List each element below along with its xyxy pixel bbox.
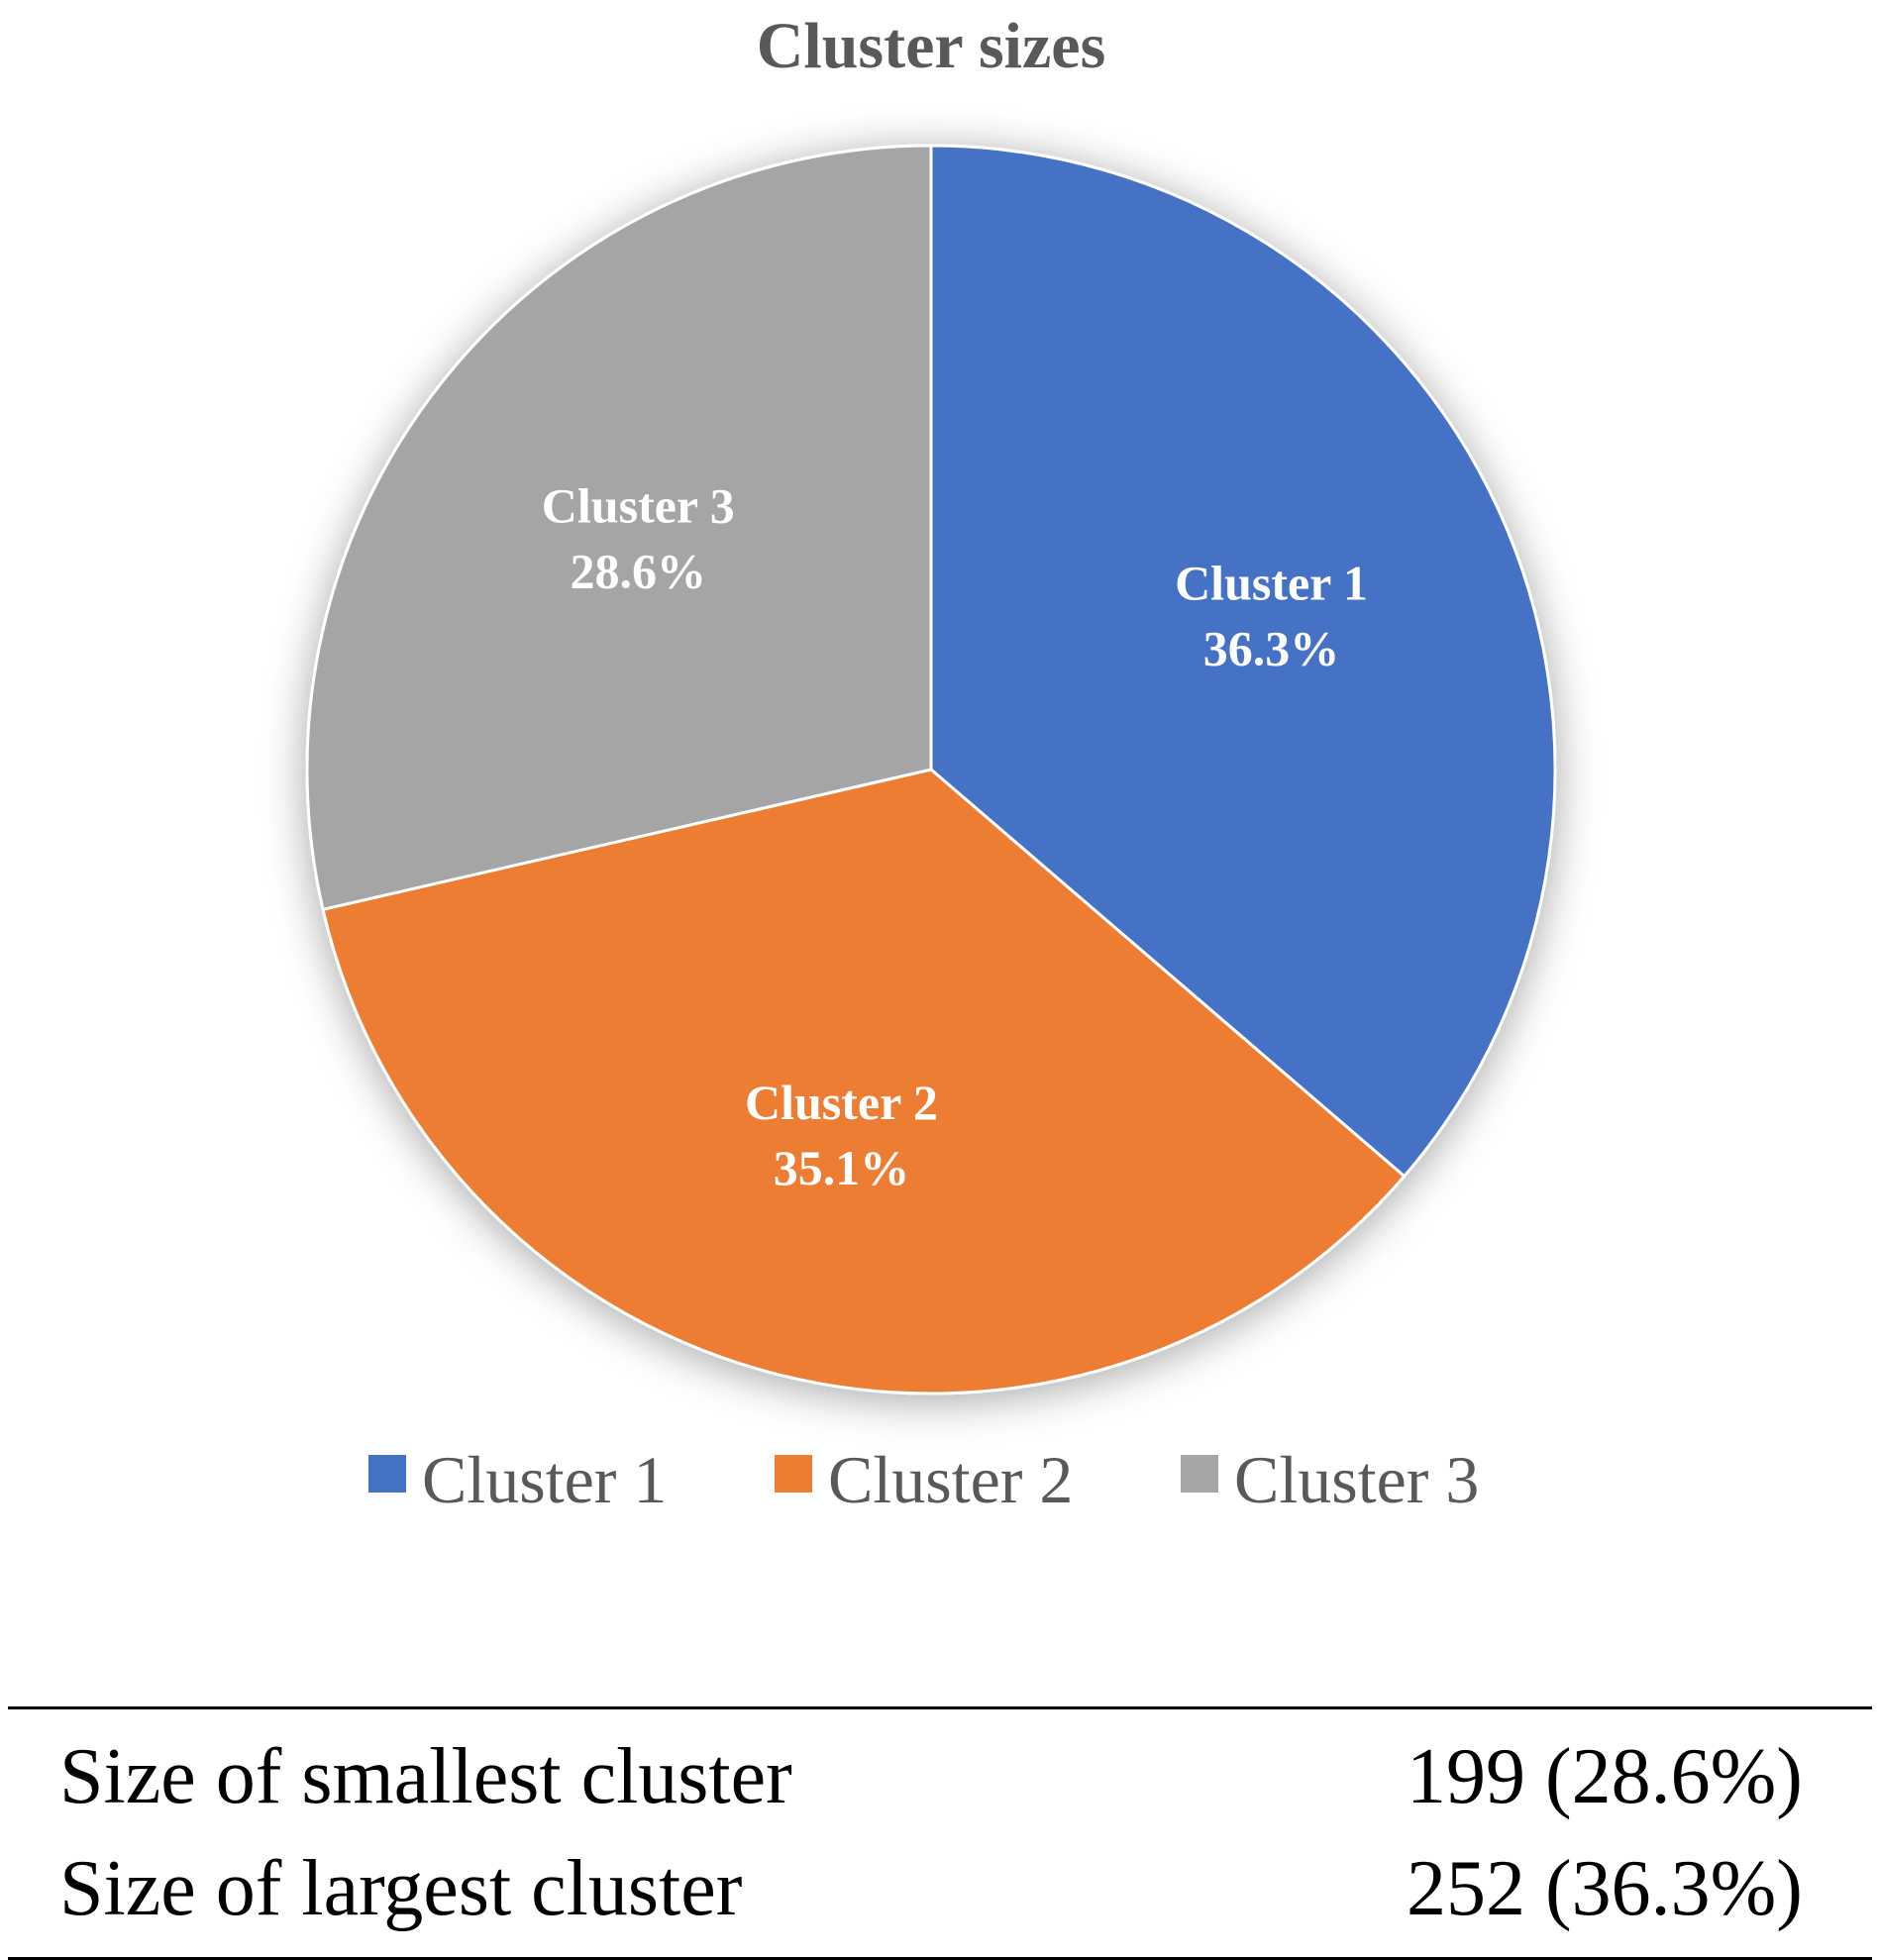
summary-label: Size of smallest cluster — [59, 1733, 792, 1820]
slice-label-cluster-1: Cluster 1 36.3% — [1175, 555, 1368, 675]
summary-table: Size of smallest cluster 199 (28.6%) Siz… — [8, 1706, 1872, 1960]
summary-label: Size of largest cluster — [59, 1845, 743, 1932]
pie-slice-cluster-1 — [929, 144, 1557, 1179]
chart-legend: Cluster 1 Cluster 2 Cluster 3 — [368, 1442, 1479, 1517]
summary-row-largest: Size of largest cluster 252 (36.3%) — [8, 1833, 1872, 1945]
slice-label-cluster-2: Cluster 2 35.1% — [745, 1075, 938, 1195]
pie-slice-cluster-2 — [321, 768, 1407, 1395]
legend-item-cluster-3: Cluster 3 — [1181, 1442, 1479, 1517]
legend-swatch — [1181, 1455, 1218, 1493]
slice-labels: Cluster 1 36.3% Cluster 2 35.1% Cluster 3 28.… — [542, 478, 1368, 1195]
legend-swatch — [775, 1455, 812, 1493]
legend-item-cluster-1: Cluster 1 — [368, 1442, 667, 1517]
legend-label: Cluster 3 — [1234, 1442, 1479, 1517]
legend-label: Cluster 1 — [422, 1442, 667, 1517]
pie-chart: Cluster sizes Cluster 1 36.3% Cluster 2 35.… — [305, 10, 1557, 1517]
legend-item-cluster-2: Cluster 2 — [775, 1442, 1073, 1517]
legend-swatch — [368, 1455, 406, 1493]
slice-label-cluster-3: Cluster 3 28.6% — [542, 478, 735, 599]
summary-value: 252 (36.3%) — [1407, 1845, 1803, 1932]
legend-label: Cluster 2 — [828, 1442, 1073, 1517]
pie-slices — [305, 144, 1557, 1395]
summary-row-smallest: Size of smallest cluster 199 (28.6%) — [8, 1721, 1872, 1833]
pie-slice-cluster-3 — [305, 144, 933, 912]
summary-value: 199 (28.6%) — [1407, 1733, 1803, 1820]
chart-title: Cluster sizes — [757, 10, 1106, 82]
